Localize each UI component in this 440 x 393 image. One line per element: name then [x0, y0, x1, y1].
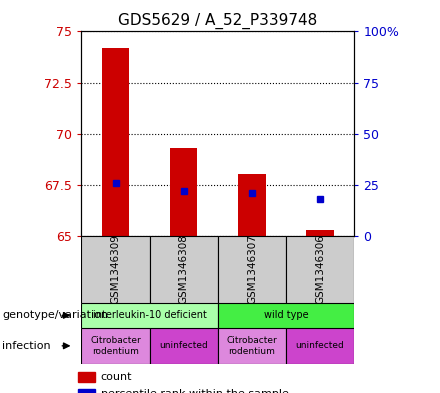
Text: Citrobacter
rodentium: Citrobacter rodentium	[227, 336, 277, 356]
Text: genotype/variation: genotype/variation	[2, 310, 108, 320]
Text: GSM1346306: GSM1346306	[315, 234, 325, 304]
Text: Citrobacter
rodentium: Citrobacter rodentium	[90, 336, 141, 356]
Text: GSM1346307: GSM1346307	[247, 234, 257, 304]
Bar	[102, 48, 129, 236]
Bar	[170, 148, 198, 236]
Text: count: count	[101, 372, 132, 382]
Bar	[218, 236, 286, 303]
Bar	[286, 236, 354, 303]
Bar	[78, 372, 95, 382]
Bar	[150, 236, 218, 303]
Title: GDS5629 / A_52_P339748: GDS5629 / A_52_P339748	[118, 13, 317, 29]
Text: GSM1346308: GSM1346308	[179, 234, 189, 304]
Bar	[150, 328, 218, 364]
Text: percentile rank within the sample: percentile rank within the sample	[101, 389, 289, 393]
Text: wild type: wild type	[264, 310, 308, 320]
Bar	[81, 236, 150, 303]
Text: interleukin-10 deficient: interleukin-10 deficient	[93, 310, 206, 320]
Bar	[81, 303, 218, 328]
Text: uninfected: uninfected	[159, 342, 208, 350]
Text: uninfected: uninfected	[296, 342, 345, 350]
Bar	[306, 230, 334, 236]
Bar	[78, 389, 95, 393]
Bar	[286, 328, 354, 364]
Bar	[218, 328, 286, 364]
Text: GSM1346309: GSM1346309	[110, 234, 121, 304]
Text: infection: infection	[2, 341, 51, 351]
Bar	[238, 174, 266, 236]
Bar	[218, 303, 354, 328]
Bar	[81, 328, 150, 364]
